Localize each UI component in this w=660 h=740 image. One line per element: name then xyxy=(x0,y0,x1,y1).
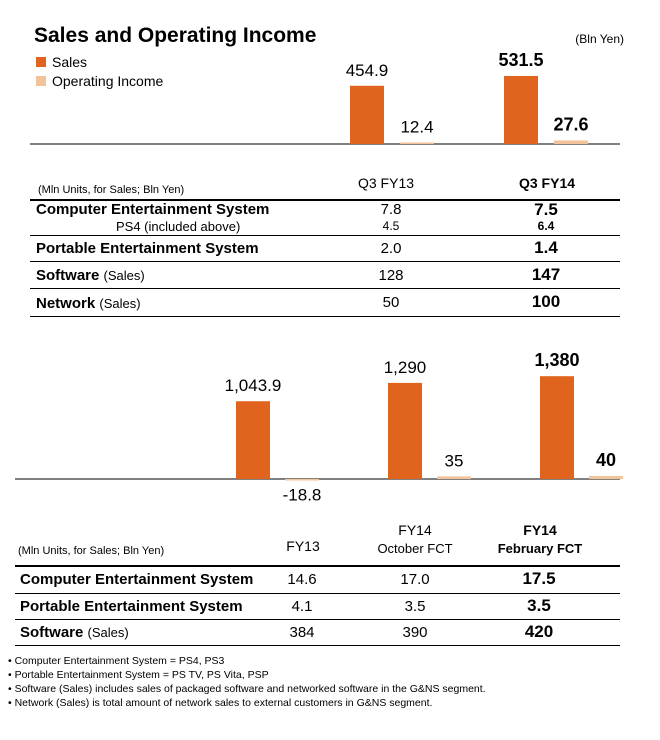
t1-row-ps4-label: PS4 (included above) xyxy=(116,219,241,234)
legend-item-sales: Sales xyxy=(36,54,87,70)
label-sales-0: 1,043.9 xyxy=(225,376,282,395)
t2-row-ces-label: Computer Entertainment System xyxy=(20,571,254,588)
t1-row-software-label: Software (Sales) xyxy=(36,267,145,284)
t1-ces-q3fy14: 7.5 xyxy=(534,200,558,219)
footnote-2: Portable Entertainment System = PS TV, P… xyxy=(8,668,486,682)
t1-network-q3fy13: 50 xyxy=(382,294,400,311)
legend-item-operating-income: Operating Income xyxy=(36,73,163,89)
t2-ces-fy13: 14.6 xyxy=(287,571,317,588)
t1-software-q3fy13: 128 xyxy=(378,267,404,284)
bar-operating-income-1 xyxy=(554,140,588,144)
chart-title: Sales and Operating Income xyxy=(34,24,317,47)
bar-operating-income-2 xyxy=(589,476,623,479)
bar-operating-income-0 xyxy=(285,479,319,481)
table2-unit: (Mln Units, for Sales; Bln Yen) xyxy=(18,545,165,557)
annual-bar-chart: 1,043.9 -18.8 1,290 35 1,380 40 xyxy=(15,350,623,505)
bar-sales-0 xyxy=(350,85,384,144)
bar-sales-2 xyxy=(540,376,574,479)
t2-software-feb: 420 xyxy=(524,622,554,641)
t1-pes-q3fy14: 1.4 xyxy=(534,238,558,257)
t1-row-pes-label: Portable Entertainment System xyxy=(36,240,259,257)
label-operating-income-1: 27.6 xyxy=(553,114,588,134)
table2-header-oct-line2: October FCT xyxy=(377,541,453,556)
table2-header-fy13: FY13 xyxy=(286,538,320,554)
legend-label-operating-income: Operating Income xyxy=(52,73,164,89)
table2-bottom-rule xyxy=(15,645,620,646)
bar-sales-1 xyxy=(388,382,422,479)
t1-ps4-q3fy14: 6.4 xyxy=(537,219,555,233)
label-operating-income-2: 40 xyxy=(596,450,616,470)
table1-rule-1 xyxy=(30,235,620,236)
bar-operating-income-1 xyxy=(437,476,471,479)
table2-top-rule xyxy=(15,565,620,567)
t2-pes-fy13: 4.1 xyxy=(291,598,313,615)
t2-pes-oct: 3.5 xyxy=(404,598,426,615)
legend-label-sales: Sales xyxy=(52,54,88,70)
unit-label: (Bln Yen) xyxy=(575,32,624,46)
table1-rule-3 xyxy=(30,288,620,289)
footnotes: Computer Entertainment System = PS4, PS3… xyxy=(8,654,486,710)
label-sales-1: 531.5 xyxy=(498,50,543,70)
t2-pes-feb: 3.5 xyxy=(527,596,551,615)
t1-software-q3fy14: 147 xyxy=(531,265,561,284)
label-operating-income-0: -18.8 xyxy=(283,486,322,505)
footnote-4: Network (Sales) is total amount of netwo… xyxy=(8,696,486,710)
bar-operating-income-0 xyxy=(400,142,434,144)
legend-swatch-operating-income xyxy=(36,76,46,86)
table2-header-feb-line1: FY14 xyxy=(523,522,557,538)
t2-row-pes-label: Portable Entertainment System xyxy=(20,598,243,615)
bar-sales-0 xyxy=(236,401,270,479)
table1-header-q3fy14: Q3 FY14 xyxy=(518,175,576,191)
label-sales-1: 1,290 xyxy=(384,358,427,377)
table1-unit: (Mln Units, for Sales; Bln Yen) xyxy=(38,184,185,196)
t2-row-software-label: Software (Sales) xyxy=(20,624,129,641)
label-operating-income-0: 12.4 xyxy=(400,117,433,136)
label-sales-0: 454.9 xyxy=(346,61,389,80)
table2-rule-1 xyxy=(15,593,620,594)
t2-ces-oct: 17.0 xyxy=(400,571,430,588)
table1-header-q3fy13: Q3 FY13 xyxy=(357,175,415,191)
t2-ces-feb: 17.5 xyxy=(522,569,556,588)
table2-rule-2 xyxy=(15,619,620,620)
t1-network-q3fy14: 100 xyxy=(531,292,561,311)
quarterly-bar-chart: 454.9 12.4 531.5 27.6 xyxy=(30,50,620,145)
table1-bottom-rule xyxy=(30,316,620,317)
footnote-1: Computer Entertainment System = PS4, PS3 xyxy=(8,654,486,668)
t1-row-network-label: Network (Sales) xyxy=(36,295,141,312)
footnote-3: Software (Sales) includes sales of packa… xyxy=(8,682,486,696)
table2-header-oct-line1: FY14 xyxy=(398,522,432,538)
table1-top-rule xyxy=(30,199,620,201)
t1-ps4-q3fy13: 4.5 xyxy=(382,219,400,233)
t2-software-fy13: 384 xyxy=(289,624,315,641)
table2-header-feb-line2: February FCT xyxy=(497,541,583,556)
bar-sales-1 xyxy=(504,75,538,144)
label-sales-2: 1,380 xyxy=(534,350,579,370)
legend-swatch-sales xyxy=(36,57,46,67)
label-operating-income-1: 35 xyxy=(445,451,464,470)
table1-rule-2 xyxy=(30,261,620,262)
t1-ces-q3fy13: 7.8 xyxy=(380,201,402,218)
t2-software-oct: 390 xyxy=(402,624,428,641)
t1-row-ces-label: Computer Entertainment System xyxy=(36,201,270,218)
t1-pes-q3fy13: 2.0 xyxy=(380,240,402,257)
